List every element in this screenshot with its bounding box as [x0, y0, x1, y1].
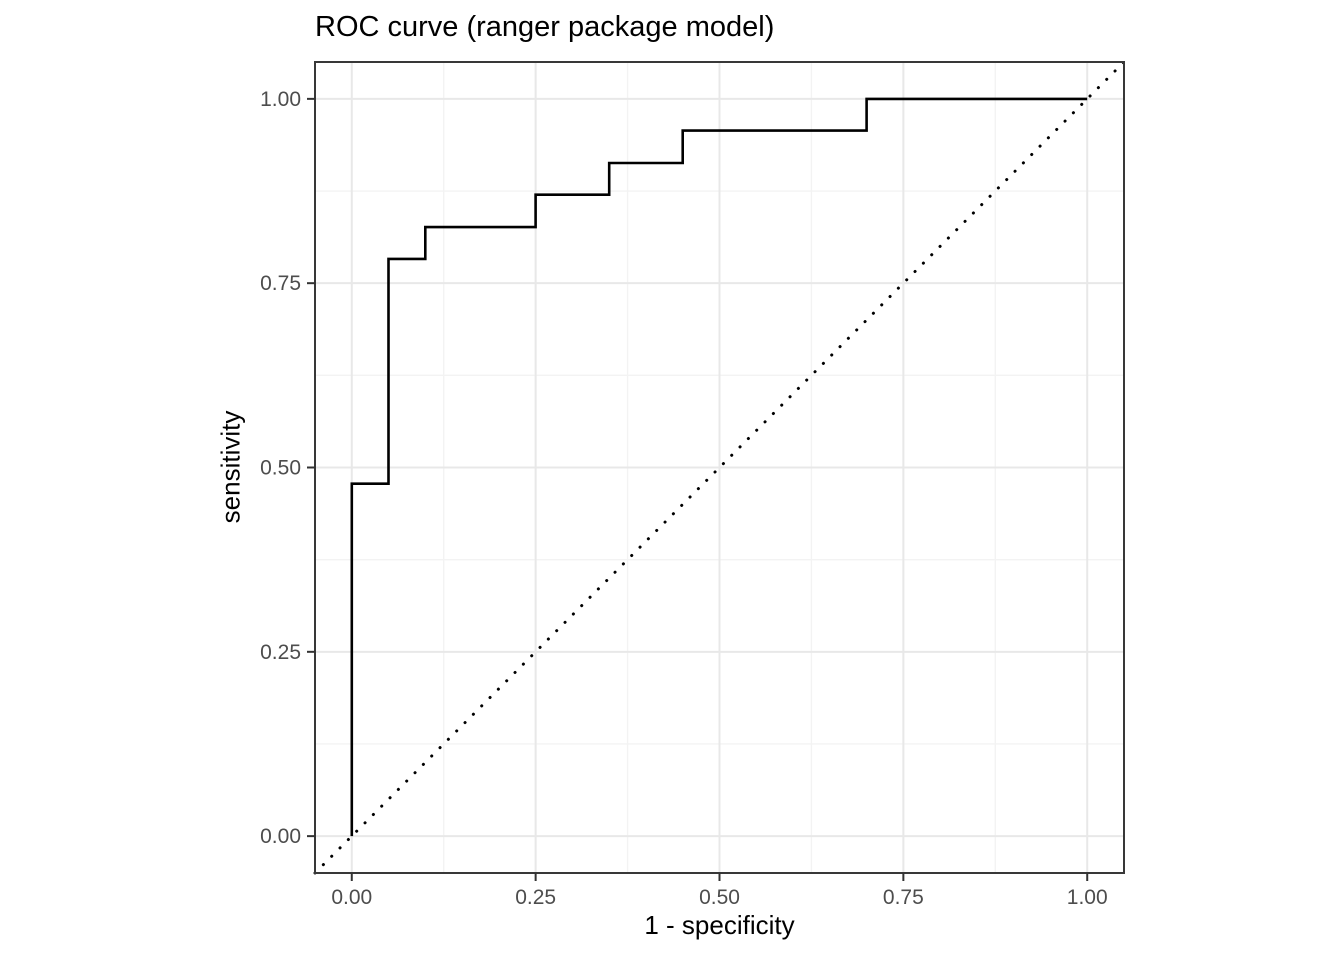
x-tick-label: 0.00 — [331, 886, 372, 909]
y-tick-label: 0.75 — [260, 272, 301, 295]
y-tick-label: 0.25 — [260, 641, 301, 664]
x-tick-label: 0.50 — [699, 886, 740, 909]
y-tick-label: 1.00 — [260, 88, 301, 111]
chart-title: ROC curve (ranger package model) — [315, 11, 775, 43]
x-tick-label: 0.25 — [515, 886, 556, 909]
diagonal-reference-line — [313, 60, 1126, 875]
y-tick-label: 0.50 — [260, 457, 301, 480]
x-tick-label: 0.75 — [883, 886, 924, 909]
roc-curve-line — [350, 97, 1088, 837]
x-tick-label: 1.00 — [1067, 886, 1108, 909]
y-tick-label: 0.00 — [260, 825, 301, 848]
x-axis-title: 1 - specificity — [644, 910, 795, 940]
